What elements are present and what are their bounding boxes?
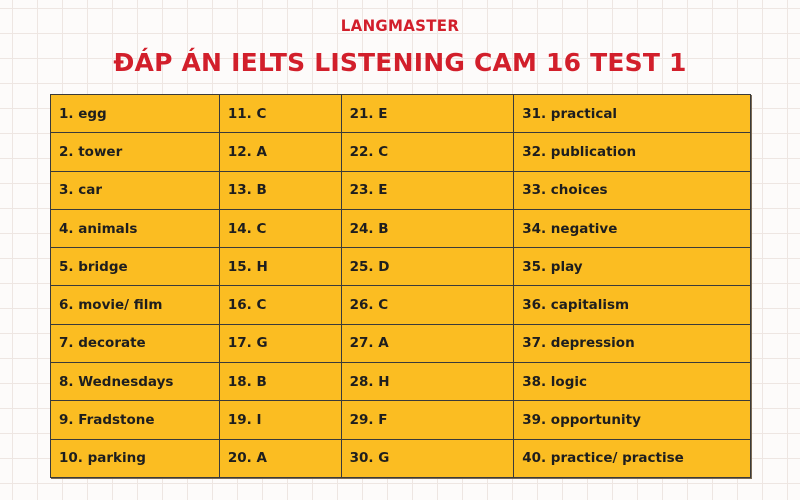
answer-cell: 23. E	[340, 170, 515, 210]
answer-cell: 2. tower	[50, 132, 220, 172]
table-row: 7. decorate 17. G 27. A 37. depression	[50, 323, 751, 364]
answer-cell: 11. C	[218, 93, 342, 134]
answer-key-table: 1. egg 11. C 21. E 31. practical 2. towe…	[50, 93, 751, 478]
answer-cell: 3. car	[50, 170, 220, 210]
table-row: 9. Fradstone 19. I 29. F 39. opportunity	[50, 400, 751, 440]
table-row: 2. tower 12. A 22. C 32. publication	[50, 132, 751, 172]
answer-cell: 22. C	[340, 132, 515, 172]
answer-cell: 27. A	[340, 323, 515, 364]
answer-cell: 32. publication	[513, 132, 751, 172]
answer-cell: 18. B	[218, 362, 342, 402]
page-title: ĐÁP ÁN IELTS LISTENING CAM 16 TEST 1	[113, 48, 687, 77]
answer-cell: 35. play	[513, 247, 751, 287]
answer-cell: 28. H	[340, 362, 515, 402]
answer-cell: 1. egg	[50, 93, 220, 134]
answer-cell: 34. negative	[513, 208, 751, 249]
answer-cell: 24. B	[340, 208, 515, 249]
answer-cell: 26. C	[340, 285, 515, 325]
answer-cell: 19. I	[218, 400, 342, 440]
answer-cell: 6. movie/ film	[50, 285, 220, 325]
answer-cell: 4. animals	[50, 208, 220, 249]
table-row: 8. Wednesdays 18. B 28. H 38. logic	[50, 362, 751, 402]
answer-cell: 33. choices	[513, 170, 751, 210]
answer-cell: 38. logic	[513, 362, 751, 402]
answer-cell: 29. F	[340, 400, 515, 440]
table-row: 10. parking 20. A 30. G 40. practice/ pr…	[50, 438, 751, 478]
table-row: 4. animals 14. C 24. B 34. negative	[50, 208, 751, 249]
answer-cell: 36. capitalism	[513, 285, 751, 325]
answer-cell: 40. practice/ practise	[513, 438, 751, 478]
answer-cell: 39. opportunity	[513, 400, 751, 440]
answer-cell: 10. parking	[50, 438, 220, 478]
table-row: 1. egg 11. C 21. E 31. practical	[50, 93, 751, 134]
answer-cell: 16. C	[218, 285, 342, 325]
table-row: 6. movie/ film 16. C 26. C 36. capitalis…	[50, 285, 751, 325]
brand-logo: LANGMASTER	[340, 16, 460, 36]
table-row: 5. bridge 15. H 25. D 35. play	[50, 247, 751, 287]
answer-cell: 30. G	[340, 438, 515, 478]
answer-cell: 5. bridge	[50, 247, 220, 287]
answer-cell: 20. A	[218, 438, 342, 478]
answer-cell: 12. A	[218, 132, 342, 172]
answer-cell: 31. practical	[513, 93, 751, 134]
answer-cell: 7. decorate	[50, 323, 220, 364]
table-row: 3. car 13. B 23. E 33. choices	[50, 170, 751, 210]
answer-cell: 25. D	[340, 247, 515, 287]
answer-cell: 15. H	[218, 247, 342, 287]
answer-cell: 14. C	[218, 208, 342, 249]
answer-cell: 13. B	[218, 170, 342, 210]
answer-cell: 21. E	[340, 93, 515, 134]
answer-cell: 17. G	[218, 323, 342, 364]
answer-cell: 8. Wednesdays	[50, 362, 220, 402]
answer-cell: 9. Fradstone	[50, 400, 220, 440]
answer-cell: 37. depression	[513, 323, 751, 364]
